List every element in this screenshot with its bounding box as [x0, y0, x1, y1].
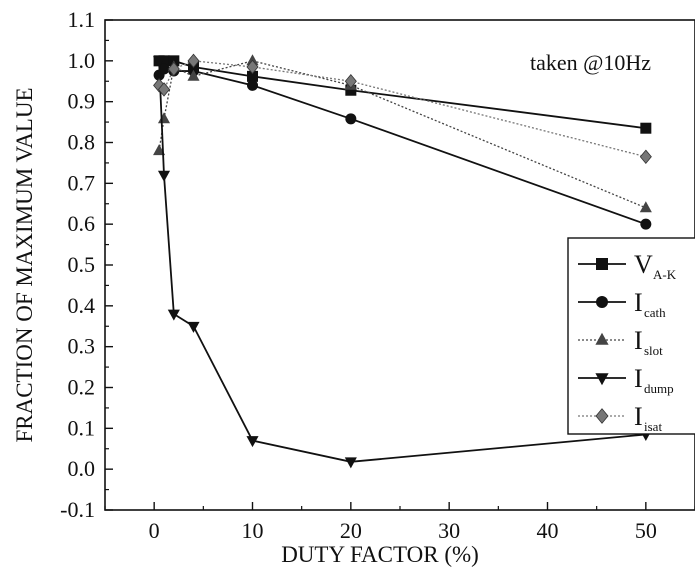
- legend-label-subscript: dump: [644, 381, 674, 396]
- data-point: [157, 82, 171, 97]
- plot-area: [153, 53, 652, 469]
- data-point: [157, 170, 171, 182]
- legend-marker: [595, 332, 609, 345]
- data-point: [640, 122, 652, 134]
- x-tick-label: 30: [438, 518, 460, 543]
- data-point: [639, 149, 652, 165]
- legend-marker: [596, 258, 608, 270]
- data-point: [344, 457, 357, 469]
- x-tick-label: 0: [149, 518, 160, 543]
- data-point: [345, 113, 357, 125]
- y-tick-label: 0.3: [68, 334, 96, 359]
- y-tick-label: 0.9: [68, 89, 96, 114]
- y-tick-label: 0.2: [68, 375, 96, 400]
- data-point: [153, 144, 166, 156]
- legend-label-subscript: cath: [644, 305, 666, 320]
- data-point: [158, 63, 170, 75]
- legend-label-subscript: isat: [644, 419, 662, 434]
- series-line: [158, 68, 647, 226]
- y-tick-label: 0.4: [68, 293, 96, 318]
- data-point: [246, 436, 259, 448]
- legend-label: I: [634, 402, 643, 431]
- x-axis-title: DUTY FACTOR (%): [281, 542, 479, 567]
- series-cath: [153, 63, 652, 230]
- data-point: [639, 201, 652, 213]
- data-point: [187, 321, 200, 333]
- legend-label-subscript: A-K: [653, 267, 677, 282]
- legend-marker: [595, 408, 609, 424]
- series-dump: [153, 56, 652, 469]
- data-point: [246, 59, 259, 75]
- x-tick-label: 20: [340, 518, 362, 543]
- legend-marker: [595, 373, 609, 386]
- data-point: [158, 55, 170, 67]
- data-point: [247, 70, 258, 82]
- series-slot: [153, 54, 652, 213]
- data-point: [640, 218, 652, 230]
- legend-label: V: [634, 250, 653, 279]
- data-point: [157, 112, 171, 124]
- x-tick-label: 50: [635, 518, 657, 543]
- data-point: [167, 61, 180, 77]
- legend-label: I: [634, 364, 643, 393]
- data-point: [153, 56, 166, 68]
- y-tick-label: 0.1: [68, 415, 96, 440]
- series-line: [158, 60, 646, 158]
- data-point: [167, 309, 180, 321]
- legend-label: I: [634, 326, 643, 355]
- data-point: [344, 74, 357, 89]
- data-point: [247, 79, 258, 91]
- x-tick-label: 10: [242, 518, 264, 543]
- data-point: [187, 69, 200, 81]
- data-point: [187, 53, 200, 69]
- x-tick-label: 40: [537, 518, 559, 543]
- legend-label-subscript: slot: [644, 343, 663, 358]
- series-isat: [153, 53, 652, 165]
- annotation-text: taken @10Hz: [530, 50, 651, 75]
- legend-label: I: [634, 288, 643, 317]
- y-tick-label: -0.1: [60, 497, 95, 522]
- y-tick-label: 0.6: [68, 211, 96, 236]
- legend-box: [567, 237, 695, 435]
- y-tick-label: 0.8: [68, 130, 96, 155]
- y-tick-label: 0.7: [68, 170, 96, 195]
- y-tick-label: 1.1: [68, 7, 96, 32]
- y-tick-label: 0.5: [68, 252, 96, 277]
- legend-marker: [596, 296, 608, 308]
- y-tick-label: 1.0: [68, 48, 96, 73]
- y-axis-title: FRACTION OF MAXIMUM VALUE: [12, 87, 37, 442]
- data-point: [246, 54, 259, 66]
- y-tick-label: 0.0: [68, 456, 96, 481]
- series-line: [158, 60, 647, 209]
- data-point: [345, 84, 357, 96]
